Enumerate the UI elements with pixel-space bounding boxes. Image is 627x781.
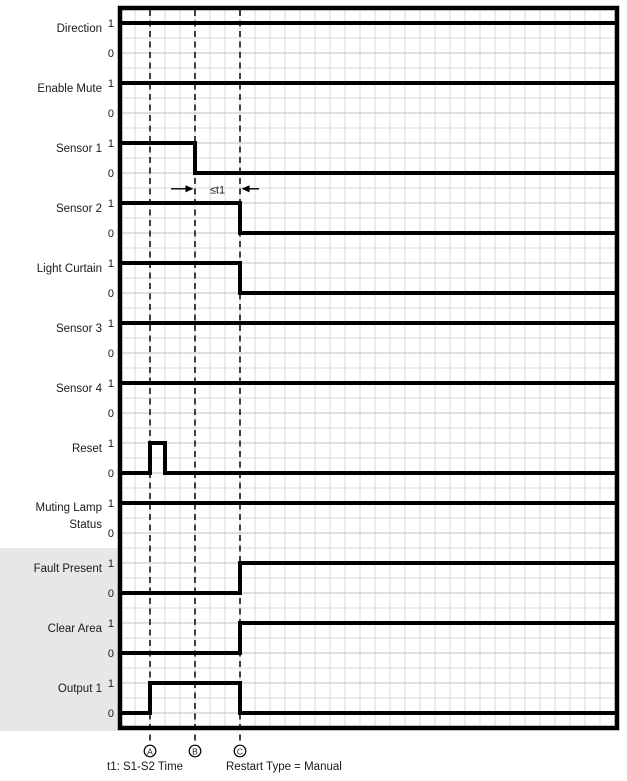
- event-marker-letter-b: B: [192, 746, 198, 756]
- level-tick-1-fault-present: 1: [108, 558, 114, 570]
- level-tick-0-direction: 0: [108, 48, 114, 60]
- signal-label-output-1: Output 1: [58, 683, 102, 695]
- dimension-arrow-right-icon: [185, 185, 194, 193]
- signal-wave-reset: [120, 441, 617, 475]
- level-tick-0-fault-present: 0: [108, 588, 114, 600]
- signal-label-sensor-2: Sensor 2: [56, 203, 102, 215]
- event-marker-circle-c: [233, 744, 247, 758]
- level-tick-0-clear-area: 0: [108, 648, 114, 660]
- signal-label-enable-mute: Enable Mute: [37, 83, 102, 95]
- level-tick-0-sensor-2: 0: [108, 228, 114, 240]
- level-tick-1-enable-mute: 1: [108, 78, 114, 90]
- dimension-arrow-left-icon: [241, 185, 250, 193]
- signal-label-reset: Reset: [72, 443, 103, 455]
- signal-label-fault-present: Fault Present: [34, 563, 103, 575]
- level-tick-1-output-1: 1: [108, 678, 114, 690]
- level-tick-1-clear-area: 1: [108, 618, 114, 630]
- level-tick-0-sensor-4: 0: [108, 408, 114, 420]
- labels-layer: Direction 1 0 Enable Mute 1 0 Sensor 1 1 0 Sensor…: [34, 18, 114, 720]
- level-tick-1-muting-lamp-status: 1: [108, 498, 114, 510]
- event-marker-circle-a: [143, 744, 157, 758]
- level-tick-0-reset: 0: [108, 468, 114, 480]
- level-tick-1-sensor-2: 1: [108, 198, 114, 210]
- level-tick-1-sensor-3: 1: [108, 318, 114, 330]
- plot-frame-layer: [117, 5, 620, 731]
- waveforms-layer: [120, 21, 617, 715]
- signal-label-sensor-1: Sensor 1: [56, 143, 102, 155]
- highlight-layer: [0, 548, 118, 731]
- signal-wave-fault-present: [120, 561, 617, 595]
- signal-label-clear-area: Clear Area: [48, 623, 103, 635]
- level-tick-0-enable-mute: 0: [108, 108, 114, 120]
- signal-wave-light-curtain: [120, 261, 617, 295]
- signal-label-sensor-3: Sensor 3: [56, 323, 102, 335]
- signal-label-muting-lamp-status-line1: Muting Lamp: [36, 502, 102, 514]
- level-tick-1-sensor-1: 1: [108, 138, 114, 150]
- event-marker-letter-c: C: [237, 746, 243, 756]
- plot-border: [117, 5, 620, 731]
- signal-label-direction: Direction: [57, 23, 102, 35]
- signal-wave-output-1: [120, 681, 617, 715]
- level-tick-0-light-curtain: 0: [108, 288, 114, 300]
- footnote-t1-definition: t1: S1-S2 Time: [107, 761, 183, 773]
- level-tick-0-sensor-1: 0: [108, 168, 114, 180]
- level-tick-1-light-curtain: 1: [108, 258, 114, 270]
- level-tick-1-sensor-4: 1: [108, 378, 114, 390]
- footer-layer: t1: S1-S2 Time Restart Type = Manual: [107, 761, 342, 773]
- signal-wave-sensor-1: [120, 141, 617, 175]
- level-tick-0-output-1: 0: [108, 708, 114, 720]
- event-marker-letter-a: A: [147, 746, 153, 756]
- level-tick-1-reset: 1: [108, 438, 114, 450]
- signal-label-muting-lamp-status-line2: Status: [69, 519, 102, 531]
- annotation-layer: ≤t1: [171, 185, 259, 197]
- signal-label-light-curtain: Light Curtain: [37, 263, 102, 275]
- signal-label-sensor-4: Sensor 4: [56, 383, 103, 395]
- signal-wave-clear-area: [120, 621, 617, 655]
- level-tick-1-direction: 1: [108, 18, 114, 30]
- footnote-restart-type: Restart Type = Manual: [226, 761, 342, 773]
- event-marker-circle-b: [188, 744, 202, 758]
- t1-annotation-text: ≤t1: [210, 185, 225, 197]
- level-tick-0-sensor-3: 0: [108, 348, 114, 360]
- level-tick-0-muting-lamp-status: 0: [108, 528, 114, 540]
- signal-wave-sensor-2: [120, 201, 617, 235]
- highlight-region: [0, 548, 118, 731]
